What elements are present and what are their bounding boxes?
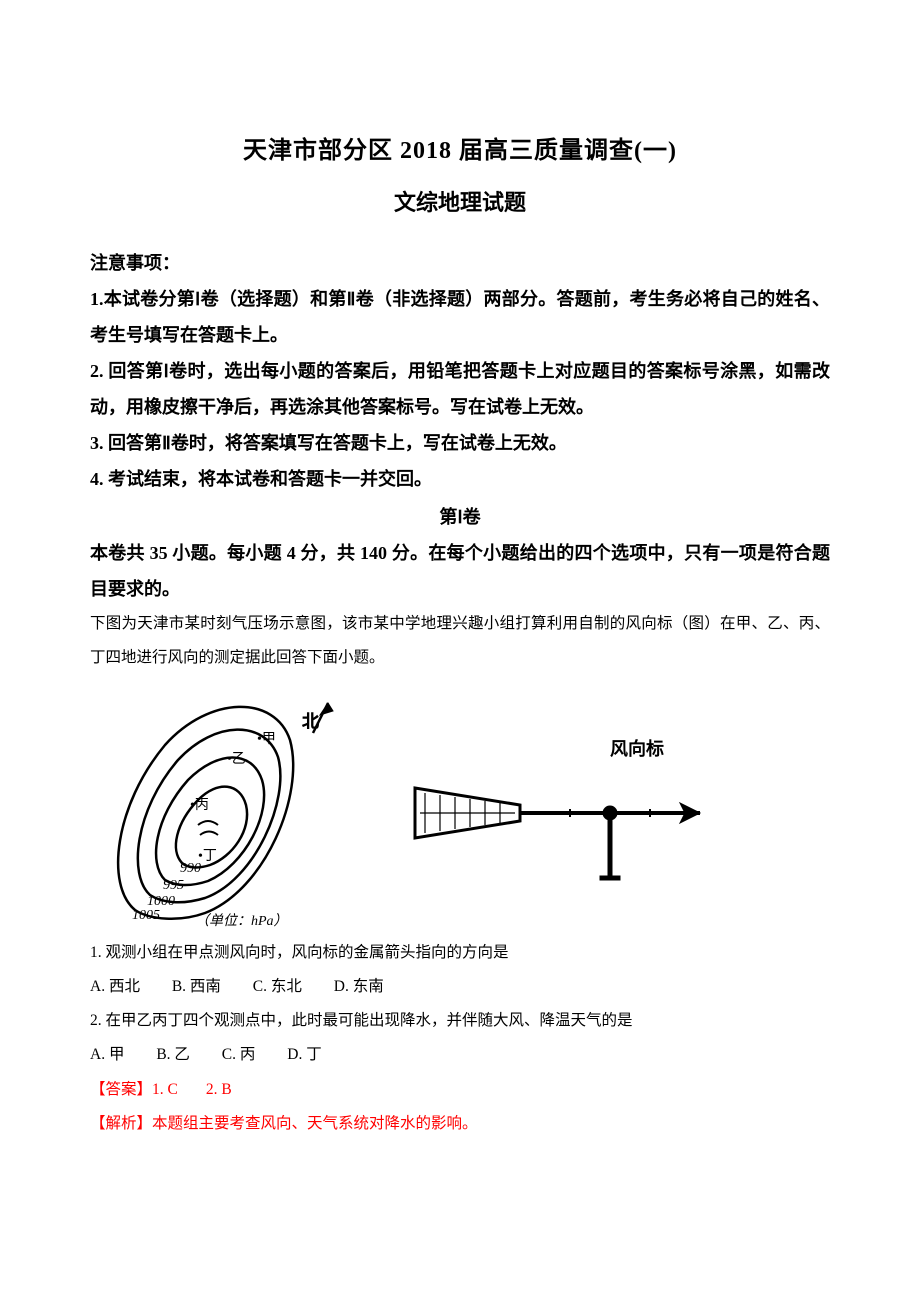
explanation-text: 本题组主要考查风向、天气系统对降水的影响。 [152,1115,478,1132]
wind-vane-icon [415,788,700,880]
isobar-labels: 1005 1000 995 990 [132,861,201,923]
north-arrow-icon: 北 [302,703,333,733]
answer-label: 【答案】 [90,1081,152,1098]
q1-opt-a: A. 西北 [90,970,140,1004]
q1-stem: 1. 观测小组在甲点测风向时，风向标的金属箭头指向的方向是 [90,936,830,970]
section-label: 第Ⅰ卷 [90,503,830,529]
svg-text:•丙: •丙 [190,798,209,813]
wind-vane: 风向标 [400,733,730,883]
answer-line: 【答案】1. C 2. B [90,1073,830,1107]
q1-opt-c: C. 东北 [253,970,302,1004]
isobar-map: 北 1005 1000 995 990 •甲 [90,685,360,930]
svg-text:•甲: •甲 [257,732,276,747]
wind-vane-label: 风向标 [610,735,664,761]
svg-text:•乙: •乙 [227,751,246,767]
section-instruction: 本卷共 35 小题。每小题 4 分，共 140 分。在每个小题给出的四个选项中，… [90,535,830,607]
notice-item-4: 4. 考试结束，将本试卷和答题卡一并交回。 [90,461,830,497]
answer-2: 2. B [206,1081,232,1098]
isobar-svg: 北 1005 1000 995 990 •甲 [90,685,360,930]
north-label: 北 [302,712,319,731]
title-main: 天津市部分区 2018 届高三质量调查(一) [90,130,830,165]
q2-opt-c: C. 丙 [222,1038,256,1072]
q2-opt-b: B. 乙 [156,1038,190,1072]
notice-item-1: 1.本试卷分第Ⅰ卷（选择题）和第Ⅱ卷（非选择题）两部分。答题前，考生务必将自己的… [90,281,830,353]
figure-row: 北 1005 1000 995 990 •甲 [90,685,830,930]
center-mark-icon [198,821,218,835]
notice-heading: 注意事项： [90,245,830,281]
explanation-label: 【解析】 [90,1115,152,1132]
answer-1: 1. C [152,1081,178,1098]
passage-text: 下图为天津市某时刻气压场示意图，该市某中学地理兴趣小组打算利用自制的风向标（图）… [90,607,830,675]
q1-opt-d: D. 东南 [334,970,384,1004]
wind-vane-svg [400,733,730,883]
svg-text:1000: 1000 [147,894,175,909]
svg-text:995: 995 [163,878,184,893]
unit-label: （单位：hPa） [195,913,288,929]
q2-opt-d: D. 丁 [287,1038,321,1072]
q1-opt-b: B. 西南 [172,970,221,1004]
exam-page: 天津市部分区 2018 届高三质量调查(一) 文综地理试题 注意事项： 1.本试… [0,0,920,1302]
svg-text:1005: 1005 [132,908,160,923]
q2-stem: 2. 在甲乙丙丁四个观测点中，此时最可能出现降水，并伴随大风、降温天气的是 [90,1004,830,1038]
svg-text:•丁: •丁 [198,849,217,864]
title-sub: 文综地理试题 [90,185,830,217]
notice-item-3: 3. 回答第Ⅱ卷时，将答案填写在答题卡上，写在试卷上无效。 [90,425,830,461]
q1-options: A. 西北 B. 西南 C. 东北 D. 东南 [90,970,830,1004]
q2-opt-a: A. 甲 [90,1038,124,1072]
explanation-line: 【解析】本题组主要考查风向、天气系统对降水的影响。 [90,1107,830,1141]
notice-item-2: 2. 回答第Ⅰ卷时，选出每小题的答案后，用铅笔把答题卡上对应题目的答案标号涂黑，… [90,353,830,425]
q2-options: A. 甲 B. 乙 C. 丙 D. 丁 [90,1038,830,1072]
